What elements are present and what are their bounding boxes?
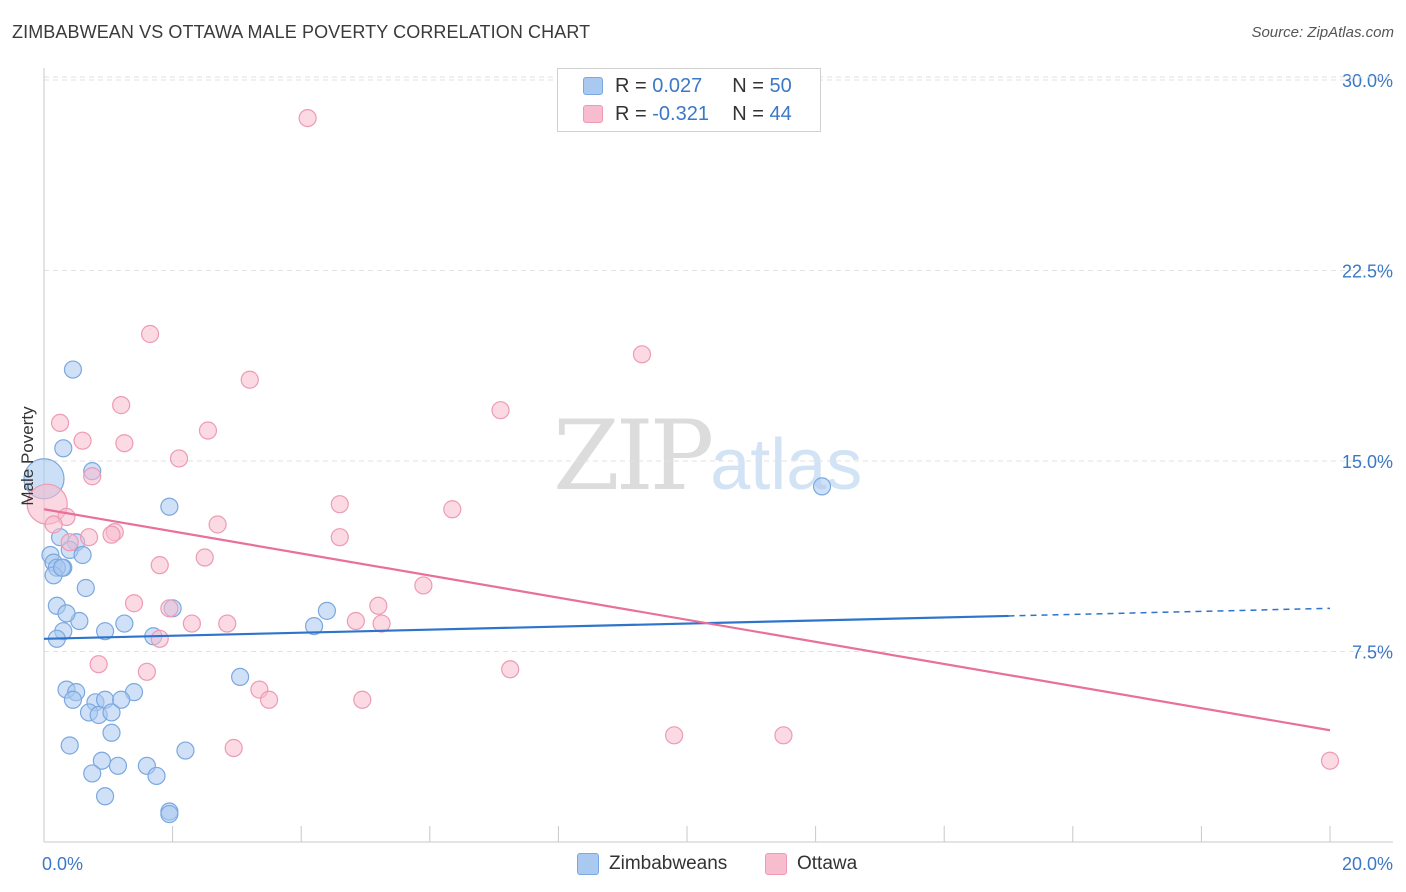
ottawa-point xyxy=(169,449,189,468)
ottawa-point xyxy=(79,528,99,547)
y-axis-label: Male Poverty xyxy=(18,406,37,506)
legend-n-value: 50 xyxy=(769,74,792,97)
x-tick-label: 20.0% xyxy=(1342,854,1393,874)
zimbabwean-point xyxy=(176,741,195,760)
y-tick-label: 30.0% xyxy=(1342,71,1393,91)
ottawa-point xyxy=(330,495,349,514)
ottawa-point xyxy=(632,345,652,364)
x-tick-label: 0.0% xyxy=(42,854,83,874)
ottawa-point xyxy=(491,401,510,420)
ottawa-point xyxy=(124,594,144,613)
zimbabwean-trendline-extension xyxy=(1008,607,1331,617)
zimbabwean-point xyxy=(160,497,179,516)
zimbabwean-point xyxy=(52,558,72,577)
ottawa-point xyxy=(50,413,70,432)
ottawa-point xyxy=(443,500,462,519)
y-tick-label: 22.5% xyxy=(1342,262,1393,282)
ottawa-point xyxy=(60,533,79,552)
ottawa-point xyxy=(112,396,131,415)
zimbabwean-point xyxy=(108,756,128,775)
bottom-swatch-blue xyxy=(577,853,599,875)
zimbabwean-trendline xyxy=(43,614,1009,640)
zimbabwean-point xyxy=(83,764,102,783)
zimbabwean-point xyxy=(95,787,115,806)
zimbabwean-point xyxy=(76,578,95,598)
ottawa-point xyxy=(160,599,179,618)
ottawa-point xyxy=(73,431,92,450)
ottawa-point xyxy=(372,614,391,633)
ottawa-point xyxy=(501,660,520,679)
ottawa-point xyxy=(298,108,317,128)
legend-swatch-blue xyxy=(583,77,603,95)
zimbabwean-point xyxy=(812,477,832,496)
ottawa-point xyxy=(330,528,349,547)
zimbabwean-point xyxy=(231,667,250,687)
zimbabwean-point xyxy=(160,804,179,824)
ottawa-point xyxy=(137,662,156,681)
ottawa-point xyxy=(44,515,63,534)
zimbabwean-point xyxy=(92,751,111,770)
ottawa-point xyxy=(89,655,108,674)
ottawa-point xyxy=(1320,751,1340,770)
bottom-legend-ottawa: Ottawa xyxy=(765,851,857,877)
ottawa-point xyxy=(195,548,214,567)
bottom-swatch-pink xyxy=(765,853,787,875)
ottawa-point xyxy=(353,690,372,709)
ottawa-point xyxy=(240,370,259,389)
ottawa-point xyxy=(369,596,388,615)
ottawa-point xyxy=(218,614,237,633)
legend-n-value: 44 xyxy=(769,102,792,125)
legend-n-label: N = xyxy=(732,102,764,125)
zimbabwean-point xyxy=(60,736,79,755)
zimbabwean-point xyxy=(317,601,337,620)
ottawa-point xyxy=(198,421,218,440)
ottawa-point xyxy=(150,556,169,575)
ottawa-point xyxy=(150,629,169,648)
chart-title: ZIMBABWEAN VS OTTAWA MALE POVERTY CORREL… xyxy=(12,22,591,42)
bottom-legend-zimbabweans: Zimbabweans xyxy=(577,851,727,877)
zimbabwean-point xyxy=(115,614,134,633)
ottawa-point xyxy=(665,726,684,745)
legend-row-zimbabweans: R = 0.027 N = 50 xyxy=(583,74,792,98)
zimbabwean-point xyxy=(102,723,121,742)
ottawa-point xyxy=(83,467,102,486)
zimbabwean-point xyxy=(63,690,83,709)
legend-r-value: 0.027 xyxy=(652,74,703,97)
legend-r-value: -0.321 xyxy=(652,102,709,125)
legend-r-label: R = xyxy=(615,74,647,97)
bottom-legend-label: Zimbabweans xyxy=(609,853,728,874)
legend-r-label: R = xyxy=(615,102,647,125)
zimbabwean-point xyxy=(147,766,166,786)
ottawa-point xyxy=(182,614,201,633)
ottawa-point xyxy=(115,434,134,453)
correlation-legend: R = 0.027 N = 50 R = -0.321 N = 44 xyxy=(557,68,821,132)
ottawa-point xyxy=(140,324,160,344)
source-label: Source: ZipAtlas.com xyxy=(1251,24,1394,41)
zimbabwean-point xyxy=(54,439,73,458)
ottawa-point xyxy=(208,515,227,534)
legend-swatch-pink xyxy=(583,105,603,123)
y-tick-label: 15.0% xyxy=(1342,452,1393,472)
zimbabwean-point xyxy=(102,703,121,722)
ottawa-point xyxy=(259,690,279,709)
y-tick-label: 7.5% xyxy=(1352,643,1393,663)
zimbabwean-point xyxy=(112,690,131,709)
ottawa-point xyxy=(224,738,243,758)
legend-n-label: N = xyxy=(732,74,764,97)
ottawa-point xyxy=(102,525,121,544)
legend-row-ottawa: R = -0.321 N = 44 xyxy=(583,102,792,126)
ottawa-point xyxy=(346,611,365,631)
zimbabwean-point xyxy=(304,616,324,636)
ottawa-trendline xyxy=(43,508,1331,732)
zimbabwean-point xyxy=(95,622,115,641)
ottawa-point xyxy=(774,726,793,745)
zimbabwean-point xyxy=(63,360,83,379)
zimbabwean-point xyxy=(57,604,76,623)
ottawa-point xyxy=(414,576,433,595)
zimbabwean-point xyxy=(73,545,92,565)
bottom-legend-label: Ottawa xyxy=(797,853,858,874)
